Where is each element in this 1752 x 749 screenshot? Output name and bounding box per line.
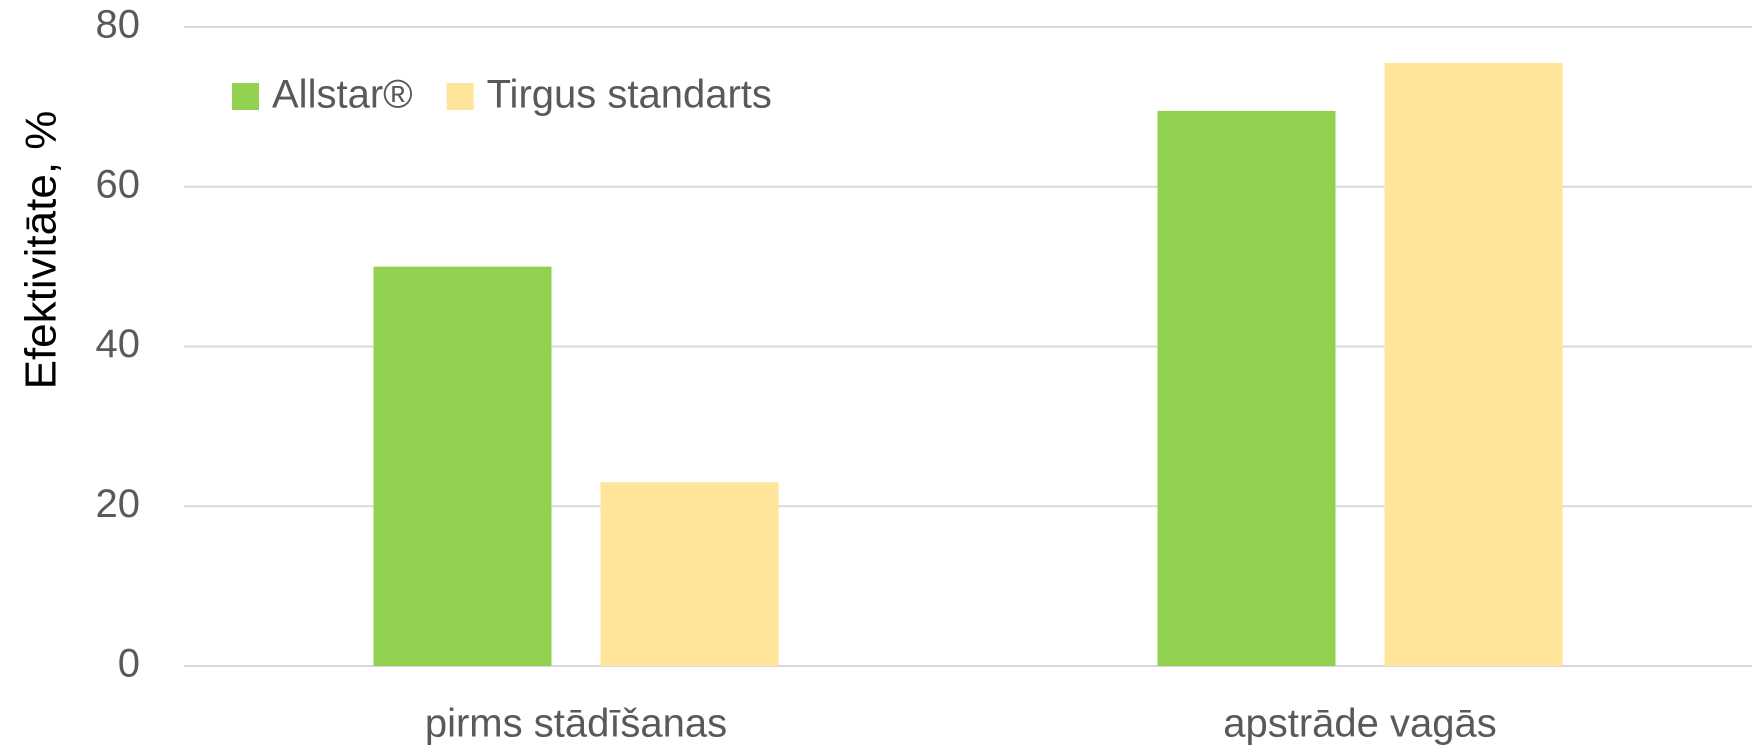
y-tick-label: 40 xyxy=(96,322,141,366)
bar xyxy=(1384,62,1563,667)
legend-swatch xyxy=(446,83,474,110)
legend-label: Tirgus standarts xyxy=(487,73,772,117)
y-tick-label: 80 xyxy=(96,3,141,47)
legend-swatch xyxy=(232,83,259,110)
bar xyxy=(600,482,779,666)
x-tick-label: apstrāde vagās xyxy=(1223,702,1497,746)
y-tick-label: 20 xyxy=(96,482,141,526)
bar xyxy=(373,266,552,666)
legend-label: Allstar® xyxy=(272,73,413,117)
y-tick-label: 60 xyxy=(96,162,141,206)
y-axis-title: Efektivitāte, % xyxy=(17,111,66,390)
y-tick-label: 0 xyxy=(118,642,140,686)
bar xyxy=(1157,110,1336,666)
x-tick-label: pirms stādīšanas xyxy=(425,702,727,746)
